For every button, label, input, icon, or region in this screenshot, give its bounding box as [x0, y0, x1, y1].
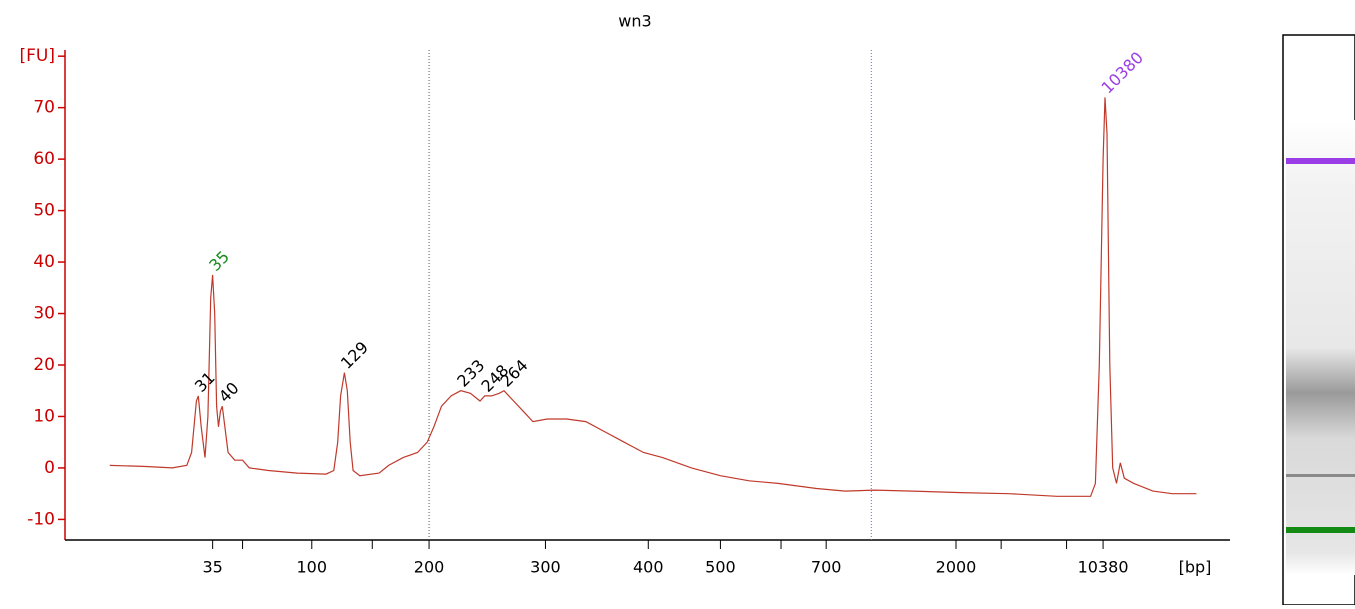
x-axis-label: [bp]: [1179, 558, 1212, 577]
x-tick-label: 400: [633, 558, 664, 577]
x-tick-label: 10380: [1078, 558, 1129, 577]
peak-label: 129: [337, 338, 372, 373]
peak-label: 264: [497, 356, 532, 391]
x-tick-label: 35: [202, 558, 222, 577]
peak-label: 10380: [1098, 48, 1147, 97]
x-tick-label: 2000: [936, 558, 977, 577]
y-tick-label: 10: [33, 406, 55, 426]
y-tick-label: 30: [33, 304, 55, 324]
x-tick-label: 500: [705, 558, 736, 577]
gel-lane: [1282, 34, 1355, 606]
x-tick-label: 100: [297, 558, 328, 577]
y-tick-label: -10: [27, 509, 55, 529]
y-tick-label: 60: [33, 149, 55, 169]
x-tick-label: 300: [530, 558, 561, 577]
chart-title: wn3: [618, 12, 651, 31]
peak-label: 35: [205, 247, 233, 275]
y-tick-label: [FU]: [20, 46, 56, 66]
trace: [109, 97, 1197, 497]
x-tick-label: 700: [811, 558, 842, 577]
y-tick-label: 50: [33, 201, 55, 221]
x-tick-label: 200: [414, 558, 445, 577]
y-tick-label: 40: [33, 252, 55, 272]
y-tick-label: 0: [44, 458, 55, 478]
y-tick-label: 20: [33, 355, 55, 375]
peak-label: 40: [215, 378, 243, 406]
y-tick-label: 70: [33, 98, 55, 118]
